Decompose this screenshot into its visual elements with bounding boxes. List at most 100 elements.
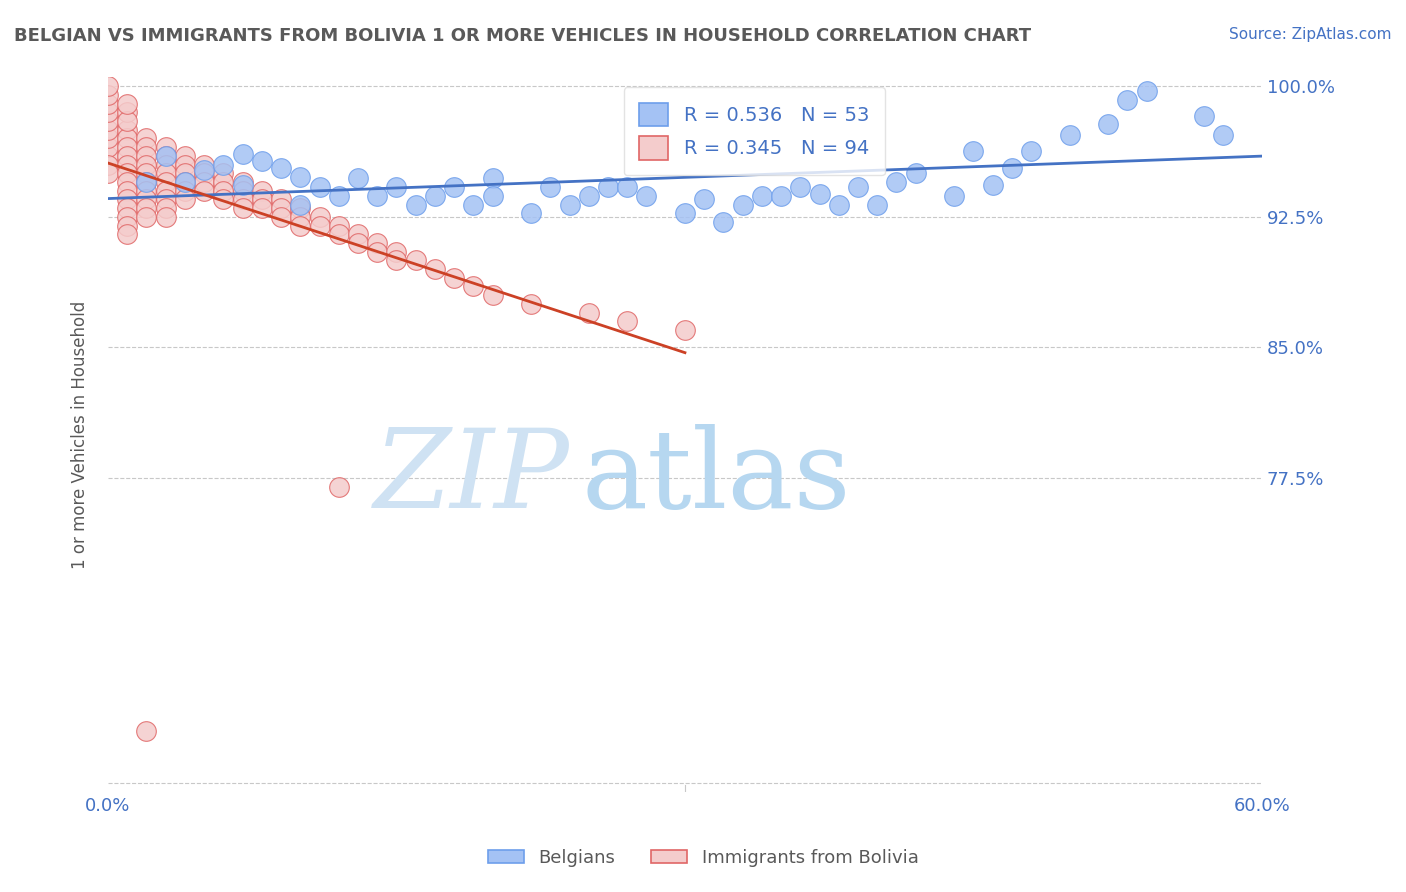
Point	[135, 149, 157, 163]
Point	[385, 244, 408, 259]
Point	[232, 175, 254, 189]
Point	[520, 206, 543, 220]
Point	[135, 140, 157, 154]
Point	[174, 149, 197, 163]
Point	[135, 723, 157, 738]
Point	[97, 157, 120, 171]
Point	[636, 189, 658, 203]
Point	[308, 210, 330, 224]
Point	[135, 131, 157, 145]
Point	[155, 166, 177, 180]
Point	[270, 201, 292, 215]
Point	[886, 175, 908, 189]
Point	[135, 166, 157, 180]
Point	[193, 162, 215, 177]
Point	[962, 144, 984, 158]
Point	[616, 314, 638, 328]
Point	[405, 253, 427, 268]
Point	[713, 215, 735, 229]
Point	[115, 96, 138, 111]
Point	[174, 157, 197, 171]
Point	[538, 180, 561, 194]
Point	[290, 169, 312, 184]
Point	[328, 227, 350, 242]
Point	[481, 171, 503, 186]
Legend: Belgians, Immigrants from Bolivia: Belgians, Immigrants from Bolivia	[481, 842, 925, 874]
Point	[1019, 144, 1042, 158]
Point	[115, 131, 138, 145]
Point	[97, 140, 120, 154]
Point	[328, 480, 350, 494]
Point	[423, 189, 446, 203]
Point	[578, 305, 600, 319]
Point	[174, 166, 197, 180]
Point	[250, 201, 273, 215]
Point	[155, 201, 177, 215]
Point	[135, 175, 157, 189]
Point	[366, 244, 388, 259]
Point	[1116, 93, 1139, 107]
Point	[135, 210, 157, 224]
Point	[155, 193, 177, 207]
Point	[443, 270, 465, 285]
Point	[115, 114, 138, 128]
Point	[97, 166, 120, 180]
Point	[1097, 118, 1119, 132]
Point	[866, 197, 889, 211]
Point	[115, 175, 138, 189]
Point	[385, 253, 408, 268]
Point	[250, 193, 273, 207]
Point	[115, 157, 138, 171]
Point	[463, 197, 485, 211]
Point	[751, 189, 773, 203]
Point	[693, 193, 716, 207]
Point	[115, 227, 138, 242]
Point	[193, 166, 215, 180]
Point	[97, 122, 120, 136]
Point	[155, 210, 177, 224]
Point	[155, 175, 177, 189]
Text: Source: ZipAtlas.com: Source: ZipAtlas.com	[1229, 27, 1392, 42]
Point	[846, 180, 869, 194]
Point	[174, 175, 197, 189]
Point	[174, 193, 197, 207]
Point	[616, 180, 638, 194]
Point	[135, 201, 157, 215]
Point	[673, 323, 696, 337]
Point	[981, 178, 1004, 193]
Point	[290, 197, 312, 211]
Point	[155, 140, 177, 154]
Point	[366, 189, 388, 203]
Point	[808, 187, 831, 202]
Point	[308, 180, 330, 194]
Point	[270, 210, 292, 224]
Text: atlas: atlas	[581, 424, 851, 531]
Point	[135, 157, 157, 171]
Point	[943, 189, 966, 203]
Point	[1212, 128, 1234, 142]
Point	[290, 219, 312, 233]
Point	[115, 105, 138, 120]
Point	[578, 189, 600, 203]
Point	[212, 166, 235, 180]
Point	[1001, 161, 1024, 175]
Point	[347, 171, 370, 186]
Point	[97, 96, 120, 111]
Point	[174, 175, 197, 189]
Point	[443, 180, 465, 194]
Text: BELGIAN VS IMMIGRANTS FROM BOLIVIA 1 OR MORE VEHICLES IN HOUSEHOLD CORRELATION C: BELGIAN VS IMMIGRANTS FROM BOLIVIA 1 OR …	[14, 27, 1031, 45]
Point	[270, 193, 292, 207]
Point	[481, 288, 503, 302]
Point	[115, 210, 138, 224]
Point	[193, 175, 215, 189]
Point	[135, 184, 157, 198]
Point	[1192, 109, 1215, 123]
Point	[97, 105, 120, 120]
Point	[232, 147, 254, 161]
Point	[232, 201, 254, 215]
Point	[135, 175, 157, 189]
Point	[385, 180, 408, 194]
Point	[155, 149, 177, 163]
Point	[347, 235, 370, 250]
Point	[174, 184, 197, 198]
